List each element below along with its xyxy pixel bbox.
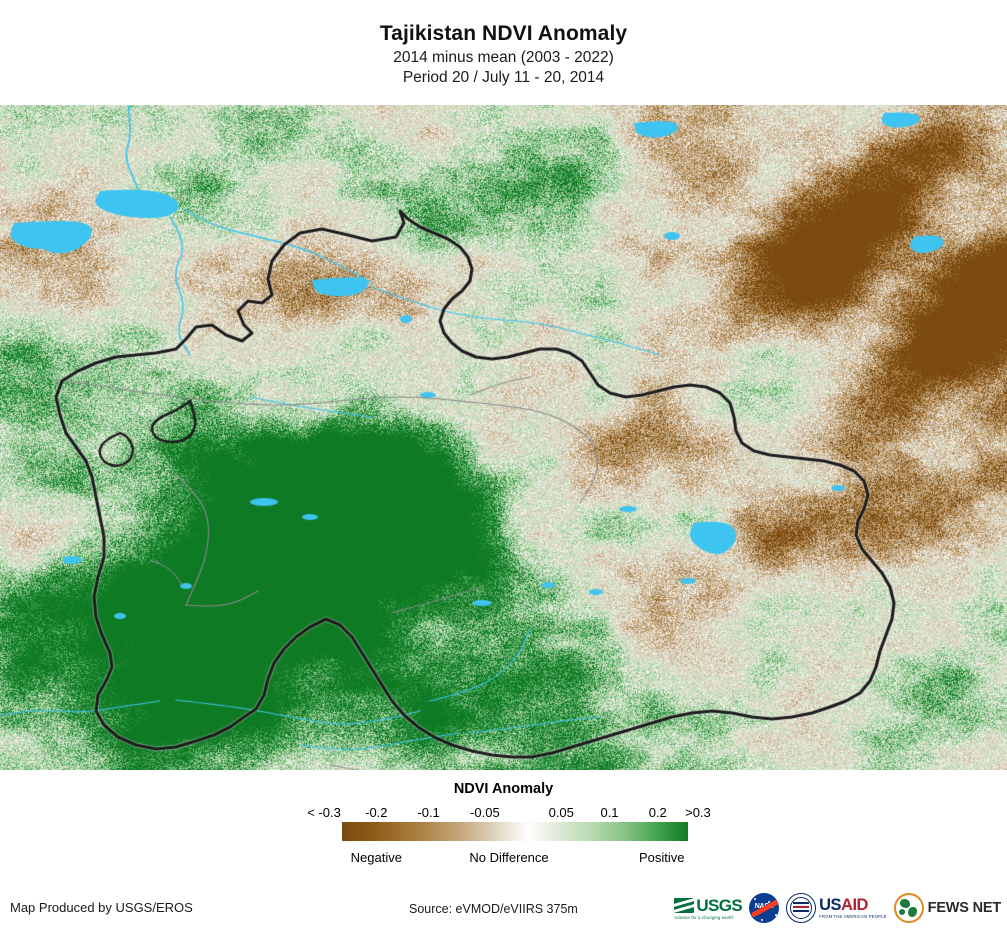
- legend-tick: < -0.3: [307, 805, 341, 820]
- usgs-wave-mark-icon: [674, 897, 695, 913]
- fews-net-wordmark: FEWS NET: [927, 900, 1002, 916]
- footer-data-source: Source: eVMOD/eVIIRS 375m: [409, 902, 578, 916]
- usgs-logo-row: USGS: [674, 895, 743, 915]
- map-legend: NDVI Anomaly < -0.3 -0.2 -0.1 -0.05 0.05 0.1 0…: [0, 770, 1007, 885]
- usaid-seal-ring-icon: [790, 897, 813, 919]
- usgs-logo: USGS science for a changing world: [674, 893, 743, 923]
- usaid-seal-stripe-icon: [793, 906, 810, 908]
- usaid-wordmark: USAID: [819, 897, 887, 914]
- nasa-logo: NASA: [749, 893, 780, 923]
- legend-category-label: No Difference: [469, 850, 549, 865]
- footer-logo-group: USGS science for a changing world NASA: [674, 891, 1001, 925]
- legend-category-label: Positive: [638, 850, 685, 865]
- usaid-seal-stripe-icon: [793, 902, 810, 904]
- fews-globe-land-icon: [899, 899, 910, 908]
- legend-tick: -0.1: [417, 805, 440, 820]
- nasa-meatball-icon: NASA: [749, 893, 780, 923]
- map-image-panel[interactable]: [0, 105, 1007, 770]
- legend-tick-labels: < -0.3 -0.2 -0.1 -0.05 0.05 0.1 0.2 >0.3: [307, 805, 711, 821]
- legend-tick: 0.2: [648, 805, 667, 820]
- legend-tick: -0.05: [470, 805, 500, 820]
- usaid-wordmark-block: USAID FROM THE AMERICAN PEOPLE: [819, 897, 887, 919]
- map-header: Tajikistan NDVI Anomaly 2014 minus mean …: [0, 0, 1007, 105]
- legend-tick: >0.3: [685, 805, 711, 820]
- usaid-word-us: US: [819, 895, 842, 914]
- usgs-tagline: science for a changing world: [674, 914, 733, 920]
- nasa-stars-icon: [754, 898, 757, 900]
- legend-category-label: Negative: [350, 850, 402, 865]
- legend-color-bar: [342, 822, 688, 841]
- fews-globe-land-icon: [898, 909, 905, 915]
- legend-category-labels: Negative No Difference Positive: [308, 850, 710, 868]
- legend-tick: 0.05: [548, 805, 574, 820]
- page-title: Tajikistan NDVI Anomaly: [379, 22, 628, 45]
- page-subtitle-period-range: 2014 minus mean (2003 - 2022): [393, 49, 614, 66]
- usaid-seal-icon: [786, 893, 817, 923]
- fews-net-logo: FEWS NET: [893, 893, 1002, 923]
- usaid-tagline: FROM THE AMERICAN PEOPLE: [819, 913, 887, 919]
- legend-tick: 0.1: [600, 805, 619, 820]
- page-subtitle-period-dates: Period 20 / July 11 - 20, 2014: [402, 69, 605, 86]
- usaid-seal-stripe-icon: [793, 910, 810, 912]
- fews-globe-icon: [893, 893, 924, 923]
- legend-tick: -0.2: [365, 805, 388, 820]
- legend-title: NDVI Anomaly: [453, 781, 554, 797]
- usaid-logo: USAID FROM THE AMERICAN PEOPLE: [786, 893, 887, 923]
- footer-producer-credit: Map Produced by USGS/EROS: [10, 900, 193, 915]
- map-footer: Map Produced by USGS/EROS Source: eVMOD/…: [0, 885, 1007, 931]
- usgs-wordmark: USGS: [696, 895, 743, 915]
- usaid-word-aid: AID: [841, 895, 868, 914]
- ndvi-anomaly-raster-map[interactable]: [0, 105, 1007, 770]
- fews-globe-land-icon: [907, 907, 917, 917]
